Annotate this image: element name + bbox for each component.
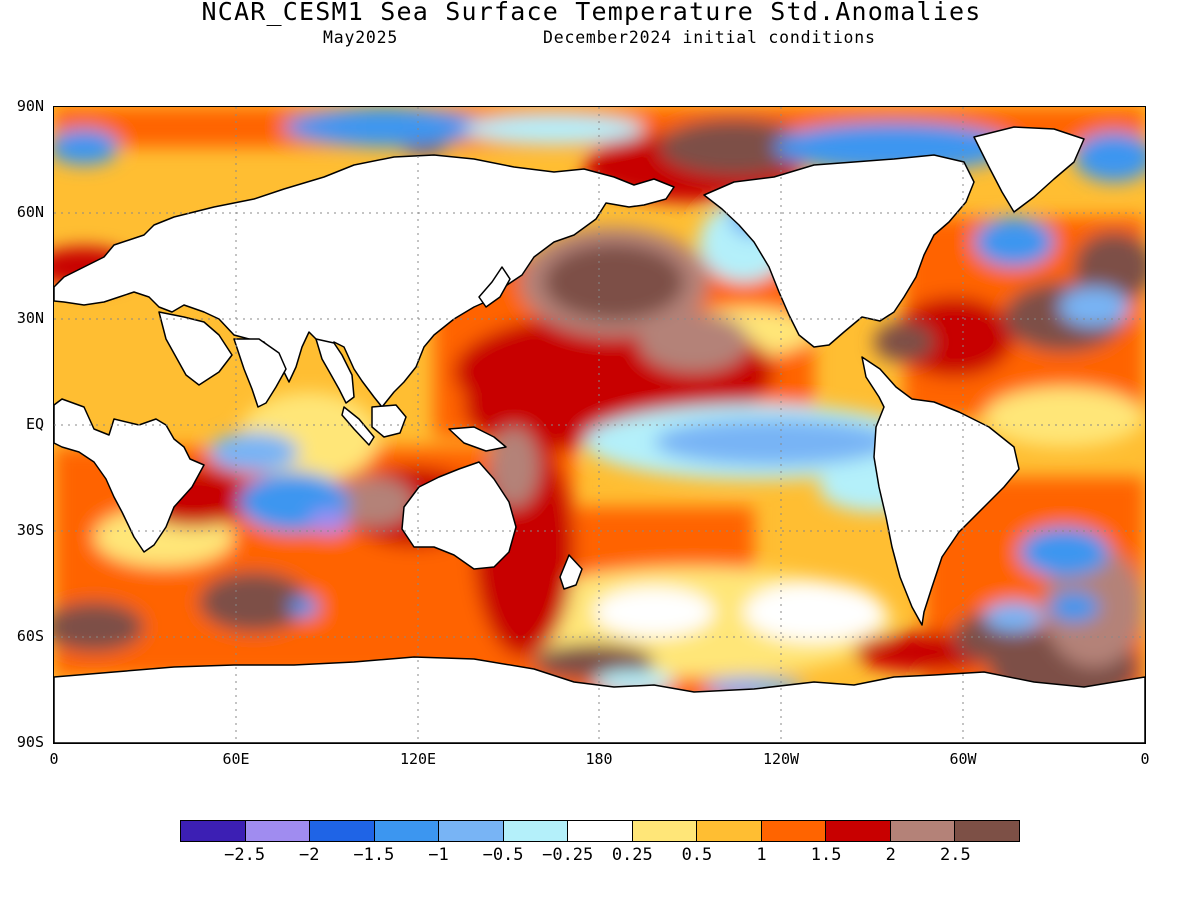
lon-label-0-east: 0 [1140, 750, 1150, 768]
lat-label-60s: 60S [16, 627, 44, 645]
colorbar-tick-label: 2 [885, 845, 896, 865]
colorbar-tick-label: −0.25 [542, 845, 594, 865]
colorbar-swatch [955, 821, 1019, 841]
colorbar-swatch [181, 821, 246, 841]
lon-label-120w: 120W [762, 750, 800, 768]
colorbar-swatch [245, 821, 311, 841]
colorbar-swatch [439, 821, 504, 841]
lat-label-30s: 30S [16, 521, 44, 539]
lat-label-60n: 60N [16, 203, 44, 221]
land [54, 126, 1145, 743]
lat-label-90s: 90S [16, 733, 44, 751]
lat-label-30n: 30N [16, 309, 44, 327]
colorbar [180, 820, 1020, 842]
lat-label-90n: 90N [16, 97, 44, 115]
colorbar-swatch [761, 821, 827, 841]
colorbar-swatch [503, 821, 569, 841]
colorbar-tick-label: −2.5 [224, 845, 266, 865]
colorbar-tick-label: −1 [428, 845, 449, 865]
initial-conditions: December2024 initial conditions [543, 28, 876, 47]
colorbar-swatch [826, 821, 891, 841]
colorbar-tick-label: 0.5 [681, 845, 713, 865]
map-svg [54, 107, 1145, 743]
colorbar-tick-label: −1.5 [353, 845, 395, 865]
lon-label-60e: 60E [222, 750, 250, 768]
colorbar-swatch [310, 821, 375, 841]
colorbar-swatch [374, 821, 440, 841]
colorbar-swatch [632, 821, 698, 841]
colorbar-tick-label: 1 [756, 845, 767, 865]
lon-label-60w: 60W [949, 750, 977, 768]
sst-anomaly-map [53, 106, 1146, 744]
colorbar-tick-label: 0.25 [611, 845, 653, 865]
colorbar-swatch [890, 821, 956, 841]
lon-label-120e: 120E [399, 750, 437, 768]
chart-title: NCAR_CESM1 Sea Surface Temperature Std.A… [201, 0, 982, 26]
lon-label-180: 180 [585, 750, 613, 768]
colorbar-tick-label: −0.5 [482, 845, 524, 865]
colorbar-tick-label: −2 [298, 845, 320, 865]
colorbar-swatch [697, 821, 762, 841]
forecast-month: May2025 [323, 28, 399, 47]
lon-label-0: 0 [49, 750, 59, 768]
colorbar-tick-label: 2.5 [940, 845, 971, 865]
colorbar-swatch [568, 821, 633, 841]
graticule [54, 107, 1145, 743]
lat-label-eq: EQ [25, 415, 44, 433]
colorbar-tick-label: 1.5 [810, 845, 842, 865]
